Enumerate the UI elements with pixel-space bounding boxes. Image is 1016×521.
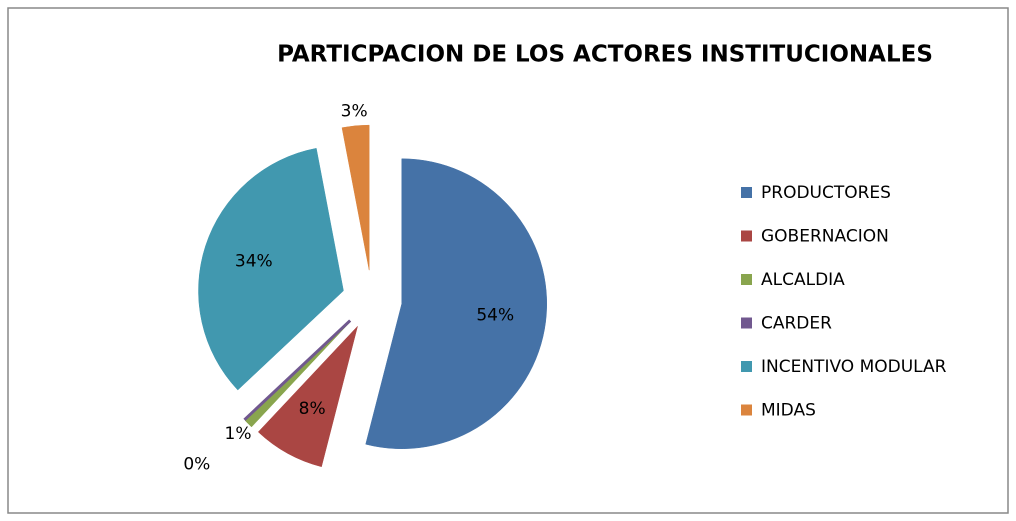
- legend-label: MIDAS: [761, 401, 816, 421]
- legend-swatch: [741, 404, 752, 416]
- legend-label: INCENTIVO MODULAR: [761, 357, 947, 377]
- legend-swatch: [741, 274, 752, 285]
- data-label: 34%: [235, 252, 273, 272]
- legend-swatch: [741, 187, 752, 198]
- data-label: 8%: [299, 399, 326, 419]
- pie-slice: [198, 148, 344, 391]
- legend-swatch: [741, 230, 752, 242]
- legend-swatch: [741, 317, 752, 329]
- pie-slice: [257, 326, 358, 468]
- pie-slice: [365, 158, 548, 449]
- data-label: 1%: [225, 424, 252, 444]
- legend-label: CARDER: [761, 314, 832, 334]
- legend-swatch: [741, 361, 752, 372]
- data-label: 3%: [341, 101, 368, 121]
- data-label: 54%: [476, 306, 514, 326]
- legend-label: PRODUCTORES: [761, 183, 891, 203]
- legend-label: GOBERNACION: [761, 227, 889, 247]
- legend-label: ALCALDIA: [761, 270, 845, 290]
- chart-title: PARTICPACION DE LOS ACTORES INSTITUCIONA…: [277, 42, 933, 68]
- pie-slice: [341, 124, 370, 271]
- data-label: 0%: [183, 454, 210, 474]
